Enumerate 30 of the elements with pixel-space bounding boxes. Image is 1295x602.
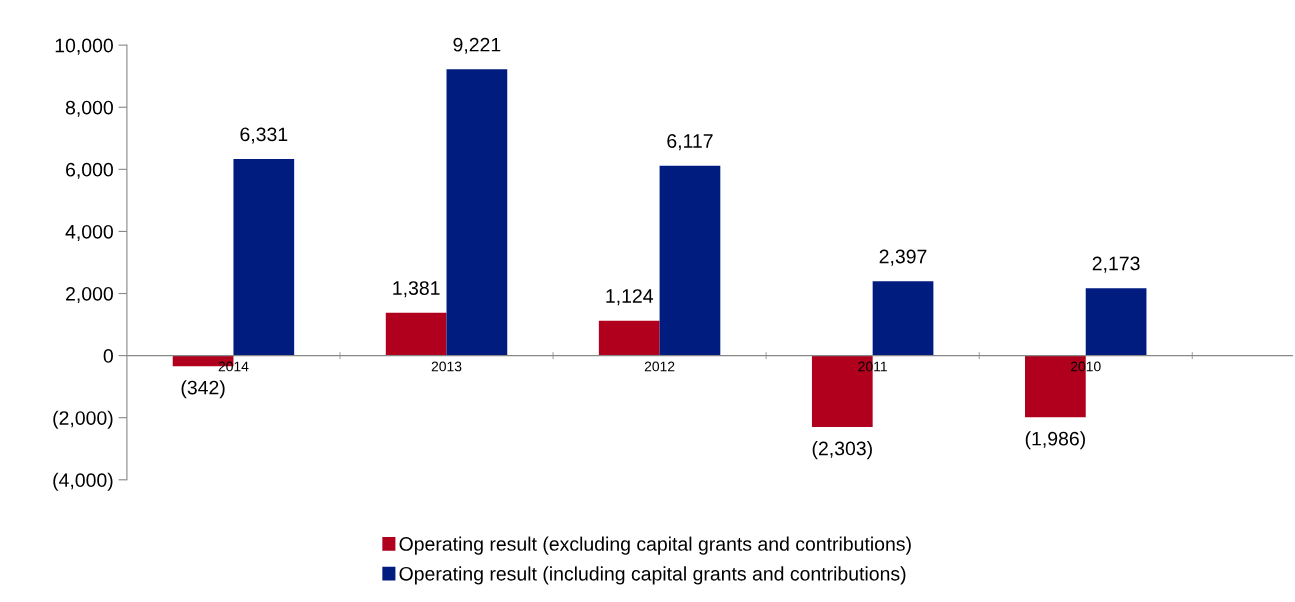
y-tick-label: 4,000 <box>65 224 113 241</box>
y-tick-label: (4,000) <box>53 472 113 491</box>
data-label: 6,331 <box>240 127 288 144</box>
legend-label: Operating result (including capital grants and contributions) <box>399 566 906 585</box>
bar <box>659 165 721 356</box>
bar <box>446 69 508 356</box>
y-tick-label: 6,000 <box>66 162 113 179</box>
data-label: (2,303) <box>812 441 872 460</box>
data-label: 6,117 <box>667 134 713 151</box>
x-tick-label: 2012 <box>644 361 675 372</box>
bar <box>872 281 934 356</box>
y-tick-label: 0 <box>103 349 113 363</box>
y-tick-label: 2,000 <box>66 286 113 304</box>
legend-label: Operating result (excluding capital grants and contributions) <box>399 536 911 555</box>
data-label: 1,124 <box>606 289 653 306</box>
data-label: 9,221 <box>453 37 501 54</box>
data-label: (1,986) <box>1025 431 1085 450</box>
data-label: 2,397 <box>879 249 927 266</box>
y-tick-label: (2,000) <box>53 410 113 429</box>
bar <box>385 312 447 356</box>
y-tick-label: 8,000 <box>65 100 113 117</box>
bar <box>598 320 660 356</box>
data-label: 2,173 <box>1092 256 1140 273</box>
x-tick-label: 2014 <box>218 361 249 372</box>
x-tick-label: 2013 <box>431 361 462 372</box>
data-label: 1,381 <box>393 281 440 298</box>
y-tick-label: 10,000 <box>55 38 113 55</box>
data-label: (342) <box>181 380 225 399</box>
bar <box>1085 288 1147 356</box>
bar <box>233 159 295 356</box>
